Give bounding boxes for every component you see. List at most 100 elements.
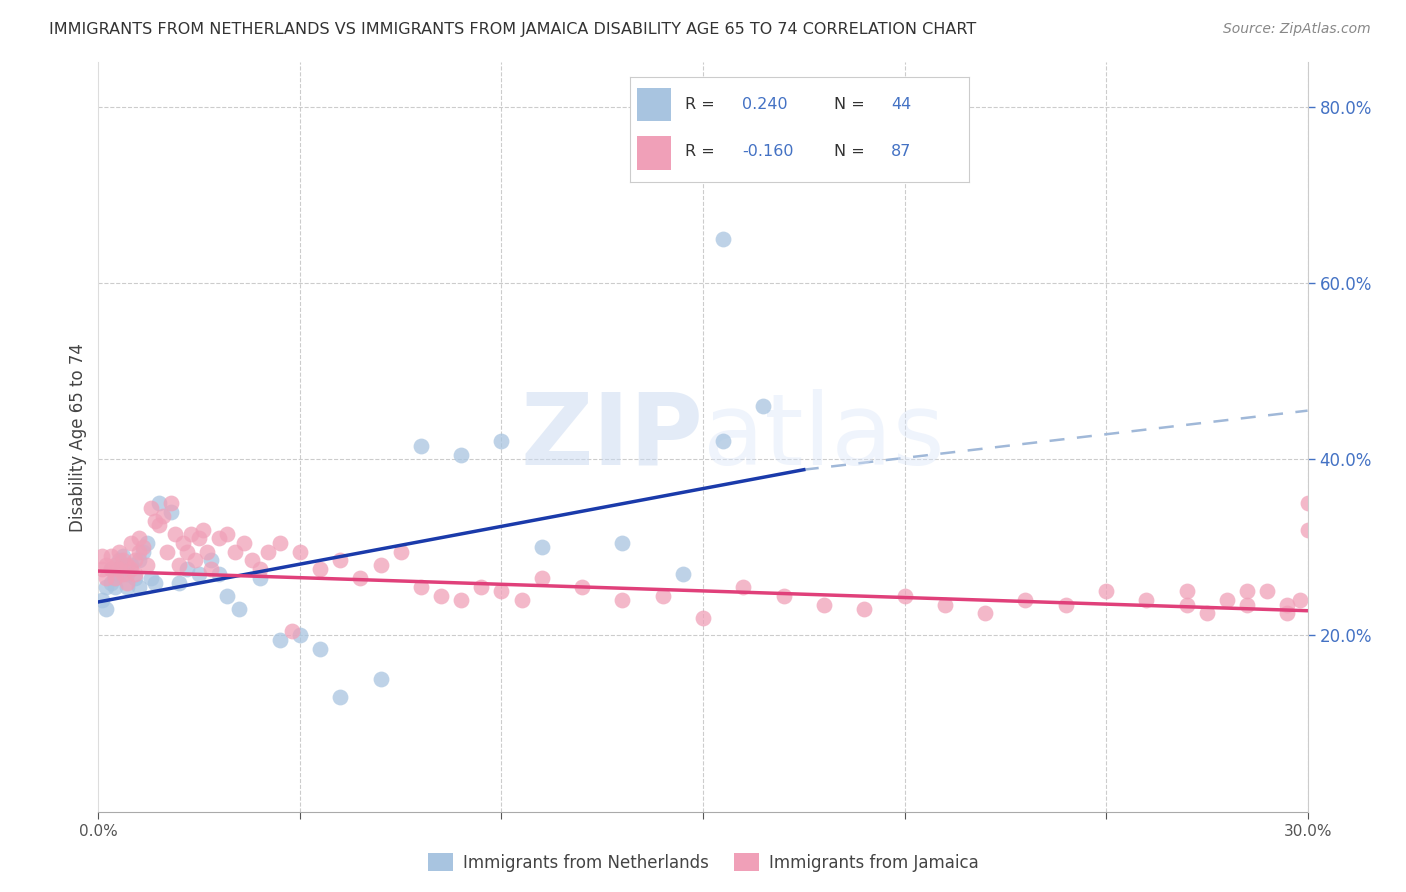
Text: Source: ZipAtlas.com: Source: ZipAtlas.com: [1223, 22, 1371, 37]
Point: [111, 553, 134, 567]
Point: [107, 553, 129, 567]
Text: atlas: atlas: [703, 389, 945, 485]
Point: [107, 566, 129, 581]
Point: [450, 593, 472, 607]
Point: [172, 536, 194, 550]
Point: [128, 553, 150, 567]
Point: [143, 575, 166, 590]
Point: [249, 571, 271, 585]
Point: [510, 593, 533, 607]
Point: [156, 544, 179, 558]
Point: [853, 602, 876, 616]
Point: [163, 527, 186, 541]
Point: [530, 571, 553, 585]
Point: [612, 593, 634, 607]
Point: [139, 500, 162, 515]
Point: [249, 562, 271, 576]
Point: [208, 566, 231, 581]
Point: [195, 544, 218, 558]
Point: [160, 496, 183, 510]
Point: [288, 544, 311, 558]
Point: [120, 562, 142, 576]
Point: [269, 536, 291, 550]
Point: [329, 553, 352, 567]
Point: [135, 536, 157, 550]
Point: [1277, 598, 1299, 612]
Point: [91, 593, 114, 607]
Point: [288, 628, 311, 642]
Point: [128, 532, 150, 546]
Point: [711, 232, 734, 246]
Point: [893, 589, 915, 603]
Point: [491, 434, 513, 449]
Point: [1256, 584, 1278, 599]
Point: [107, 562, 129, 576]
Point: [107, 544, 129, 558]
Point: [370, 558, 392, 572]
Point: [1175, 598, 1198, 612]
Point: [450, 448, 472, 462]
Point: [148, 518, 170, 533]
Point: [974, 607, 997, 621]
Point: [91, 549, 114, 563]
Point: [160, 505, 183, 519]
Point: [96, 558, 118, 572]
Point: [176, 562, 198, 576]
Point: [430, 589, 453, 603]
Point: [200, 553, 222, 567]
Y-axis label: Disability Age 65 to 74: Disability Age 65 to 74: [69, 343, 87, 532]
Point: [389, 544, 412, 558]
Point: [100, 575, 122, 590]
Point: [1095, 584, 1118, 599]
Point: [309, 641, 332, 656]
Point: [100, 562, 122, 576]
Text: IMMIGRANTS FROM NETHERLANDS VS IMMIGRANTS FROM JAMAICA DISABILITY AGE 65 TO 74 C: IMMIGRANTS FROM NETHERLANDS VS IMMIGRANT…: [49, 22, 976, 37]
Point: [96, 571, 118, 585]
Point: [1135, 593, 1157, 607]
Point: [370, 673, 392, 687]
Point: [672, 566, 695, 581]
Point: [128, 544, 150, 558]
Point: [200, 562, 222, 576]
Point: [91, 562, 114, 576]
Point: [139, 571, 162, 585]
Point: [188, 566, 211, 581]
Point: [124, 566, 146, 581]
Point: [111, 566, 134, 581]
Point: [132, 541, 155, 555]
Point: [256, 544, 278, 558]
Point: [329, 690, 352, 705]
Point: [111, 549, 134, 563]
Point: [491, 584, 513, 599]
Point: [152, 509, 174, 524]
Point: [167, 558, 190, 572]
Point: [1277, 607, 1299, 621]
Point: [103, 580, 125, 594]
Point: [1236, 598, 1258, 612]
Point: [711, 434, 734, 449]
Point: [612, 536, 634, 550]
Point: [240, 553, 263, 567]
Point: [1288, 593, 1310, 607]
Point: [217, 589, 239, 603]
Point: [103, 571, 125, 585]
Point: [1296, 496, 1319, 510]
Point: [1236, 584, 1258, 599]
Point: [124, 553, 146, 567]
Point: [269, 632, 291, 647]
Point: [1175, 584, 1198, 599]
Point: [1216, 593, 1239, 607]
Legend: Immigrants from Netherlands, Immigrants from Jamaica: Immigrants from Netherlands, Immigrants …: [420, 847, 986, 879]
Point: [571, 580, 593, 594]
Point: [309, 562, 332, 576]
Point: [124, 571, 146, 585]
Point: [934, 598, 956, 612]
Point: [103, 571, 125, 585]
Point: [1195, 607, 1218, 621]
Point: [409, 439, 432, 453]
Point: [115, 558, 138, 572]
Point: [184, 553, 207, 567]
Point: [470, 580, 492, 594]
Point: [813, 598, 835, 612]
Point: [228, 602, 250, 616]
